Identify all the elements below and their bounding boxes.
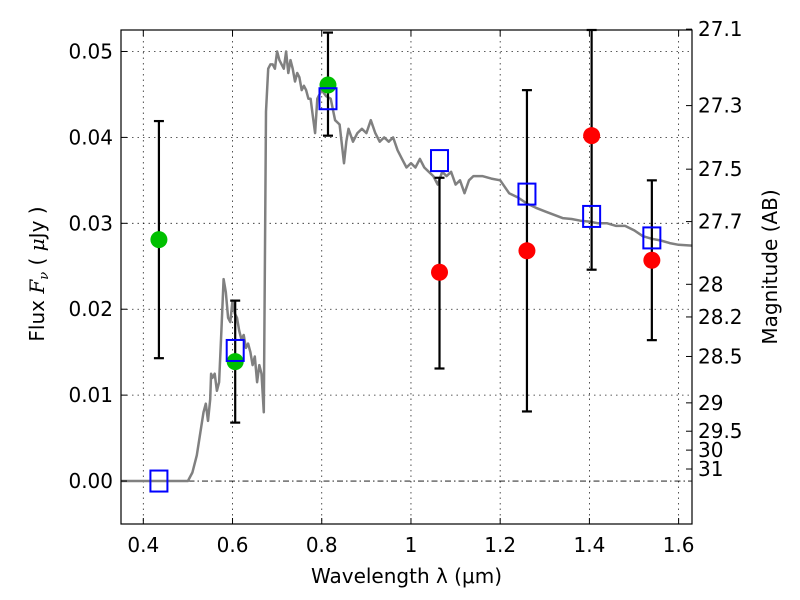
synthetic-photometry-markers bbox=[149, 87, 662, 493]
synthetic-photometry-square bbox=[149, 469, 169, 493]
x-tick-label: 1.6 bbox=[663, 533, 695, 557]
detection-point bbox=[319, 76, 337, 94]
x-tick-label: 0.6 bbox=[217, 533, 249, 557]
non-detection-point bbox=[431, 263, 449, 281]
x-tick-label: 0.8 bbox=[306, 533, 338, 557]
non-detection-point bbox=[643, 251, 661, 269]
y-axis-label-right: Magnitude (AB) bbox=[758, 189, 782, 344]
plot-frame bbox=[120, 29, 693, 525]
non-detection-point bbox=[583, 127, 601, 145]
grid-lines bbox=[121, 30, 692, 524]
x-tick-label: 0.4 bbox=[127, 533, 159, 557]
x-tick-label: 1.4 bbox=[573, 533, 605, 557]
right-tick-label: 28.5 bbox=[698, 344, 743, 368]
y-tick-label: 0.05 bbox=[68, 39, 113, 63]
synthetic-photometry-square bbox=[225, 338, 245, 362]
y-label-fnu: F bbox=[25, 279, 49, 295]
x-axis-label: Wavelength λ (μm) bbox=[311, 564, 502, 588]
synthetic-photometry-square bbox=[582, 204, 602, 228]
y-tick-label: 0.04 bbox=[68, 125, 113, 149]
y-label-mu: μ bbox=[25, 238, 49, 251]
synthetic-photometry-square bbox=[430, 149, 450, 173]
y-axis-ticks: 0.00 0.01 0.02 0.03 0.04 0.05 bbox=[68, 39, 127, 493]
detection-point bbox=[150, 231, 168, 249]
data-points bbox=[150, 76, 661, 371]
right-tick-label: 28.2 bbox=[698, 305, 743, 329]
right-tick-label: 31 bbox=[698, 457, 723, 481]
y-label-unit: ( bbox=[25, 251, 49, 272]
y-axis-label-left: Flux Fν ( μJy ) bbox=[25, 206, 52, 341]
y-tick-label: 0.01 bbox=[68, 383, 113, 407]
non-detection-point bbox=[518, 242, 536, 260]
right-tick-label: 27.5 bbox=[698, 157, 743, 181]
y-tick-label: 0.00 bbox=[68, 469, 113, 493]
right-tick-label: 28 bbox=[698, 272, 723, 296]
right-tick-label: 30 bbox=[698, 438, 723, 462]
y-tick-label: 0.02 bbox=[68, 297, 113, 321]
y-tick-label: 0.03 bbox=[68, 211, 113, 235]
right-tick-label: 27.1 bbox=[698, 17, 743, 41]
y-label-flux: Flux bbox=[25, 294, 49, 342]
y-label-jy: Jy ) bbox=[25, 206, 49, 240]
x-tick-label: 1.2 bbox=[484, 533, 516, 557]
x-axis-ticks: 0.4 0.6 0.8 1 1.2 1.4 1.6 bbox=[127, 30, 695, 557]
synthetic-photometry-square bbox=[642, 226, 662, 250]
model-spectrum-line bbox=[121, 50, 693, 483]
y-label-nu: ν bbox=[37, 272, 52, 280]
right-tick-label: 27.3 bbox=[698, 94, 743, 118]
synthetic-photometry-square bbox=[318, 87, 338, 111]
synthetic-photometry-square bbox=[517, 182, 537, 206]
right-tick-label: 29 bbox=[698, 391, 723, 415]
right-tick-label: 27.7 bbox=[698, 210, 743, 234]
right-tick-label: 29.5 bbox=[698, 419, 743, 443]
x-tick-label: 1 bbox=[405, 533, 418, 557]
